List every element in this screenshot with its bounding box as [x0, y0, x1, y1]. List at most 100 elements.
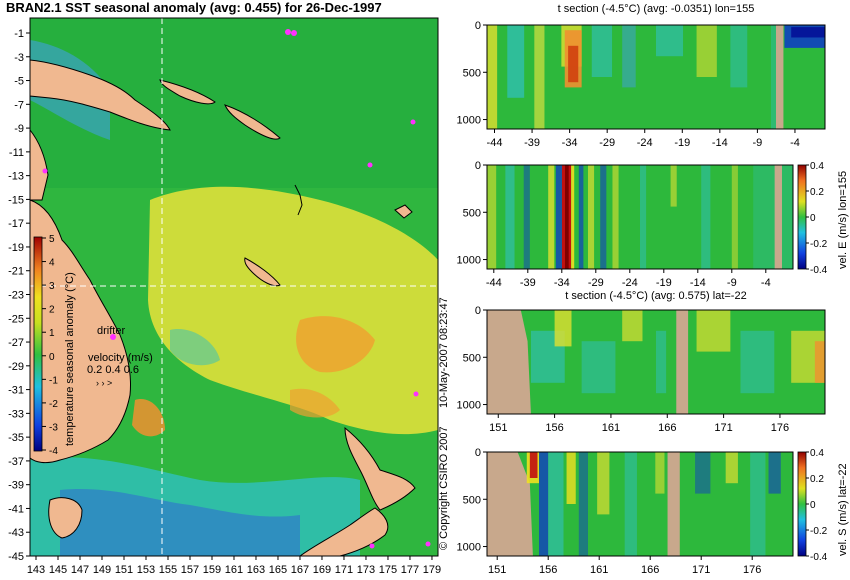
section-colorbar-tick-label: -0.2	[810, 526, 828, 537]
map-cool-blue	[60, 488, 300, 556]
map-land-new-zealand-north	[344, 426, 416, 511]
map-warm-anomaly	[148, 186, 438, 435]
section-field-patch	[578, 165, 584, 269]
map-y-tick-label: -31	[8, 385, 24, 397]
section-y-tick-label: 1000	[457, 255, 481, 267]
section-x-tick-label: -29	[588, 277, 604, 289]
map-y-tick-label: -29	[8, 361, 24, 373]
map-x-tick-label: 169	[313, 564, 331, 576]
section-field-patch	[597, 452, 610, 515]
section-frame	[486, 164, 794, 270]
map-y-tick-label: -43	[8, 527, 24, 539]
section-field-patch	[507, 25, 525, 98]
section-field-patch	[571, 165, 575, 269]
section-x-tick-label: 166	[641, 564, 659, 576]
section-colorbar-tick-label: -0.4	[810, 552, 828, 563]
map-x-tick-label: 147	[71, 564, 89, 576]
section-field-patch	[640, 165, 647, 269]
section-field-patch	[701, 165, 711, 269]
section-field-patch	[624, 452, 637, 556]
section-field-patch	[548, 452, 564, 556]
section-colorbar-tick-label: 0	[810, 213, 816, 224]
section-t-section-lon: t section (-4.5°C) (avg: -0.0351) lon=15…	[457, 3, 826, 149]
section-x-tick-label: -4	[761, 277, 771, 289]
map-warm-core-2	[290, 388, 340, 418]
section-y-tick-label: 0	[475, 160, 481, 172]
map-colorbar-tick-label: 0	[49, 352, 55, 363]
section-frame	[486, 24, 826, 130]
map-colorbar-tick-label: 1	[49, 328, 55, 339]
map-land-new-caledonia	[244, 257, 281, 287]
section-x-tick-label: -29	[599, 137, 615, 149]
section-x-tick-label: -24	[622, 277, 638, 289]
section-field-patch	[622, 310, 643, 342]
section-field-patch	[750, 452, 766, 556]
map-x-tick-label: 151	[115, 564, 133, 576]
map-land-solomons	[224, 104, 281, 140]
section-field-patch	[696, 25, 717, 77]
map-colorbar-tick-label: -4	[49, 446, 58, 457]
section-land-mask	[676, 310, 689, 414]
section-x-tick-label: -4	[790, 137, 800, 149]
velocity-label: velocity (m/s)	[88, 352, 153, 364]
map-x-tick-label: 177	[401, 564, 419, 576]
section-x-tick-label: 176	[771, 422, 789, 434]
section-x-tick-label: -14	[712, 137, 728, 149]
map-y-tick-label: -21	[8, 266, 24, 278]
section-x-tick-label: 171	[714, 422, 732, 434]
map-x-tick-label: 149	[93, 564, 111, 576]
map-y-tick-label: -27	[8, 337, 24, 349]
section-x-tick-label: -39	[520, 277, 536, 289]
velocity-scale: 0.2 0.4 0.6	[87, 364, 139, 376]
map-y-tick-label: -7	[14, 99, 24, 111]
section-field-patch	[529, 452, 538, 478]
section-x-tick-label: -44	[487, 137, 503, 149]
section-field-patch	[695, 452, 711, 494]
velocity-arrows: › › >	[96, 378, 112, 388]
drifter-marker	[291, 30, 297, 36]
map-x-tick-label: 171	[335, 564, 353, 576]
section-frame	[486, 309, 826, 415]
map-colorbar-tick-label: 3	[49, 281, 55, 292]
map-x-tick-label: 175	[379, 564, 397, 576]
drifter-label: drifter	[97, 325, 125, 337]
map-x-tick-label: 163	[247, 564, 265, 576]
map-colorbar-ticks: 5 4 3 2 1 0 -1 -2 -3 -4	[42, 234, 58, 457]
section-field-patch	[655, 452, 665, 494]
section-x-tick-label: 151	[489, 422, 507, 434]
section-colorbar-bar	[797, 164, 807, 270]
map-colorbar-tick-label: -2	[49, 399, 58, 410]
section-x-tick-label: 176	[743, 564, 761, 576]
section-x-tick-label: -9	[753, 137, 763, 149]
map-x-tick-label: 159	[203, 564, 221, 576]
map-x-tick-label: 145	[49, 564, 67, 576]
section-x-tick-label: -34	[554, 277, 570, 289]
section-field-patch	[696, 310, 731, 352]
map-land-fiji	[394, 204, 413, 219]
section-field-patch	[505, 165, 515, 269]
map-y-tick-label: -5	[14, 76, 24, 88]
map-y-tick-label: -37	[8, 456, 24, 468]
map-x-tick-label: 167	[291, 564, 309, 576]
map-x-tick-label: 143	[27, 564, 45, 576]
map-y-tick-label: -11	[9, 147, 24, 159]
map-y-tick-label: -23	[8, 290, 24, 302]
section-field-patch	[487, 165, 497, 269]
section-colorbar-tick-label: -0.2	[810, 239, 828, 250]
drifter-marker	[42, 168, 48, 174]
section-land-mask	[775, 25, 784, 129]
section-land-mask	[667, 452, 680, 556]
map-land-cape-york	[29, 128, 49, 201]
map-warm-core	[296, 316, 375, 373]
drifter-marker	[369, 543, 375, 549]
section-land-mask	[487, 310, 531, 414]
map-y-tick-label: -1	[14, 28, 24, 40]
main-title: BRAN2.1 SST seasonal anomaly (avg: 0.455…	[6, 0, 382, 15]
section-colorbar-label: vel. S (m/s) lat=-22	[837, 463, 849, 556]
section-field-patch	[725, 452, 738, 484]
section-field-patch	[591, 25, 613, 77]
section-field-patch	[656, 25, 684, 57]
section-y-tick-label: 500	[463, 207, 481, 219]
section-y-tick-label: 500	[463, 67, 481, 79]
map-land-tasmania	[48, 497, 83, 539]
